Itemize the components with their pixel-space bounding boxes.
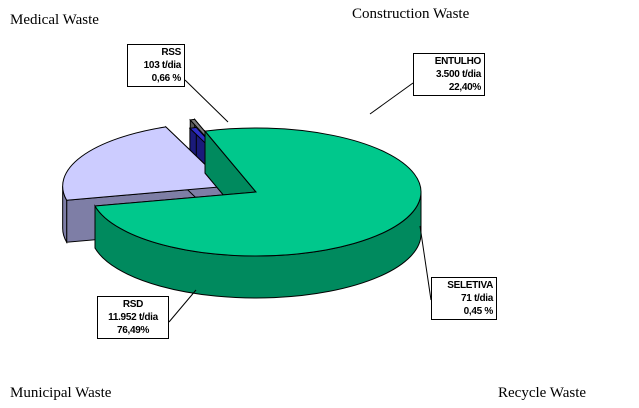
- leader-lines: [168, 79, 432, 323]
- corner-label-municipal-waste: Municipal Waste: [10, 385, 112, 401]
- data-label-rsd-name: RSD: [122, 299, 144, 310]
- slice-rsd: [94, 127, 422, 299]
- corner-label-medical-waste: Medical Waste: [10, 12, 99, 28]
- data-label-seletiva-name: SELETIVA: [447, 280, 493, 291]
- slice-top: [62, 126, 229, 201]
- data-label-entulho-name: ENTULHO: [434, 56, 482, 67]
- data-label-entulho-value: 3.500 t/dia: [435, 69, 481, 80]
- data-label-rsd-value: 11.952 t/dia: [108, 312, 158, 323]
- data-label-seletiva: SELETIVA 71 t/dia 0,45 %: [431, 277, 497, 320]
- data-label-rsd: RSD 11.952 t/dia 76,49%: [97, 296, 169, 339]
- data-label-seletiva-percent: 0,45 %: [463, 306, 494, 317]
- corner-label-recycle-waste: Recycle Waste: [498, 385, 587, 401]
- data-label-rss-percent: 0,66 %: [151, 73, 182, 84]
- leader-line-seletiva: [419, 225, 432, 301]
- data-label-entulho-percent: 22,40%: [448, 82, 481, 93]
- leader-line-entulho: [369, 82, 414, 115]
- data-label-rsd-percent: 76,49%: [116, 325, 150, 336]
- corner-label-construction-waste: Construction Waste: [352, 6, 470, 22]
- data-label-rss-value: 103 t/dia: [143, 60, 182, 71]
- data-label-seletiva-value: 71 t/dia: [460, 293, 493, 304]
- slice-top: [94, 127, 422, 257]
- data-label-entulho: ENTULHO 3.500 t/dia 22,40%: [413, 53, 485, 96]
- data-label-rss-name: RSS: [161, 47, 181, 58]
- data-label-rss: RSS 103 t/dia 0,66 %: [127, 44, 185, 87]
- leader-line-rss: [184, 79, 229, 123]
- leader-line-rsd: [168, 289, 197, 323]
